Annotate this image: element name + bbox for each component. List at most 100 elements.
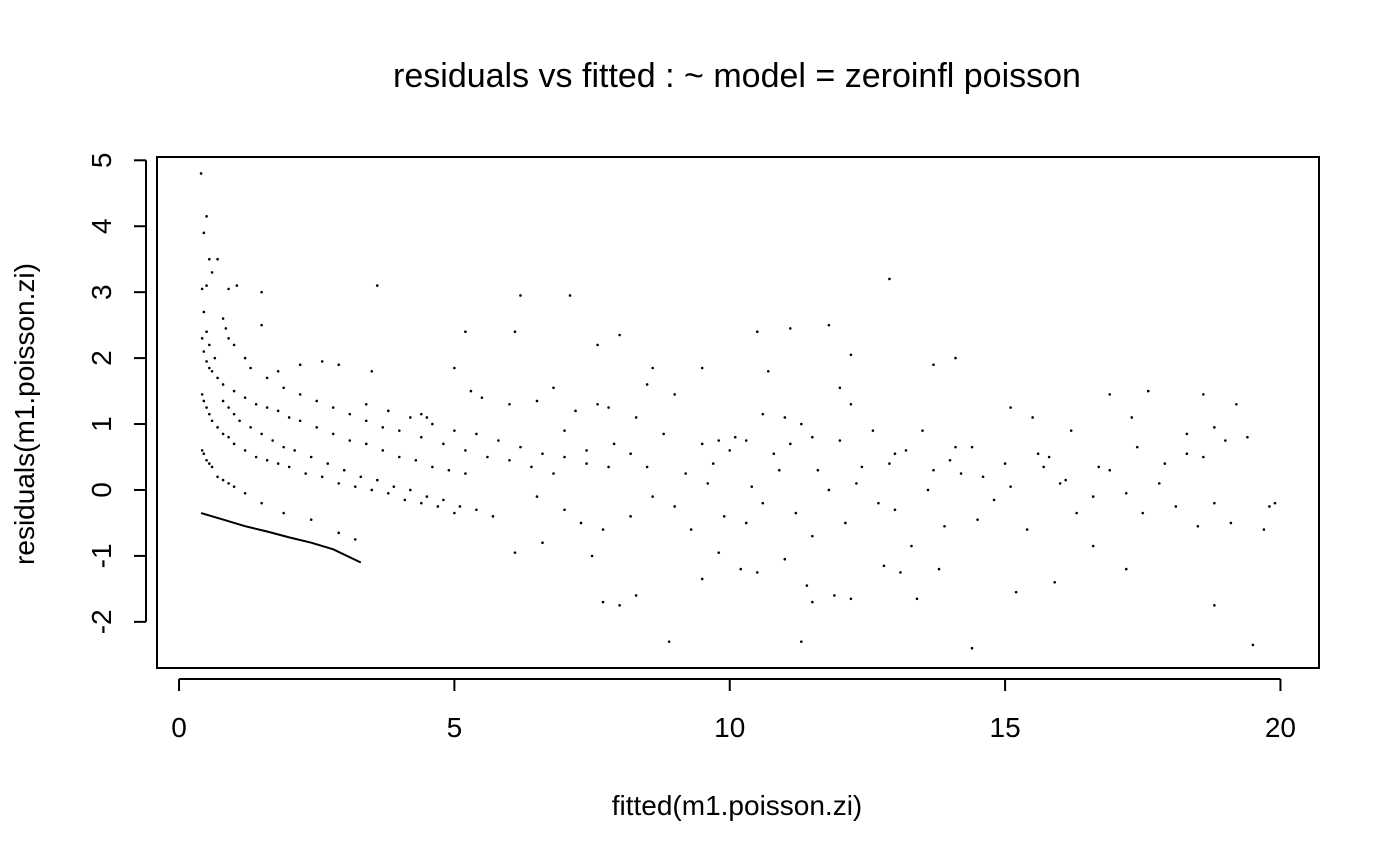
data-point	[464, 472, 467, 475]
data-point	[596, 402, 599, 406]
data-point	[436, 505, 440, 508]
data-point	[202, 231, 206, 235]
data-point	[926, 488, 930, 492]
data-point	[634, 416, 638, 419]
data-point	[849, 402, 853, 406]
data-point	[320, 360, 324, 363]
data-point	[353, 485, 357, 488]
data-point	[882, 564, 886, 568]
data-point	[915, 597, 919, 601]
data-point	[370, 369, 374, 373]
data-point	[221, 399, 225, 403]
data-point	[1141, 511, 1145, 515]
data-point	[271, 439, 274, 442]
data-point	[409, 488, 412, 492]
data-point	[535, 399, 539, 403]
data-point	[811, 534, 814, 538]
data-point	[700, 442, 704, 446]
plot-frame	[156, 156, 1320, 669]
data-point	[381, 426, 385, 429]
data-point	[425, 416, 429, 419]
data-point	[954, 356, 957, 360]
data-point	[568, 294, 572, 297]
data-point	[420, 412, 423, 416]
data-point	[970, 445, 974, 449]
data-point	[304, 472, 307, 475]
data-point	[1091, 495, 1095, 498]
y-tick-label: -2	[86, 609, 117, 634]
data-point	[722, 515, 726, 518]
data-point	[601, 528, 605, 531]
data-point	[943, 524, 946, 528]
data-point	[761, 501, 765, 505]
data-point	[838, 439, 842, 442]
data-point	[893, 452, 897, 456]
x-tick-label: 5	[447, 712, 463, 743]
data-point	[1251, 643, 1255, 647]
data-point	[948, 459, 952, 462]
data-point	[224, 327, 228, 330]
data-point	[954, 445, 957, 449]
data-point	[1124, 491, 1128, 495]
data-point	[210, 465, 214, 469]
y-axis: -2 -1 0 1 2 3 4 5	[86, 153, 147, 634]
data-point	[1229, 521, 1233, 525]
data-point	[717, 439, 721, 442]
data-point	[276, 462, 280, 465]
data-point	[265, 459, 269, 462]
data-point	[689, 528, 693, 531]
data-point	[442, 498, 445, 502]
data-point	[1009, 406, 1012, 409]
data-point	[585, 462, 588, 465]
data-point	[398, 455, 401, 459]
y-tick-label: -1	[86, 543, 117, 568]
data-point	[1273, 501, 1277, 505]
data-point	[200, 449, 204, 452]
chart-title: residuals vs fitted : ~ model = zeroinfl…	[393, 57, 1081, 95]
data-point	[208, 462, 211, 465]
data-point	[232, 389, 236, 393]
data-point	[717, 551, 721, 554]
data-point	[904, 449, 908, 452]
data-point	[618, 604, 621, 607]
data-point	[910, 544, 913, 548]
data-point	[409, 416, 412, 419]
data-point	[535, 495, 539, 498]
data-point	[552, 386, 555, 390]
data-point	[216, 426, 219, 429]
data-point	[221, 432, 225, 436]
data-point	[208, 366, 211, 370]
data-point	[612, 442, 616, 446]
data-point	[629, 452, 632, 456]
data-point	[827, 488, 831, 492]
data-point	[574, 409, 577, 413]
data-point	[392, 485, 396, 488]
data-point	[420, 435, 423, 439]
data-point	[970, 646, 974, 650]
data-point	[260, 323, 263, 327]
data-point	[249, 366, 252, 370]
data-point	[260, 290, 263, 294]
data-point	[893, 508, 897, 512]
data-point	[282, 386, 285, 390]
data-point	[833, 594, 836, 597]
y-tick-label: 2	[86, 350, 117, 366]
data-point	[1157, 482, 1161, 485]
data-point	[1185, 432, 1189, 436]
data-point	[232, 485, 236, 488]
data-point	[293, 449, 296, 452]
data-point	[431, 465, 434, 469]
data-point	[464, 449, 467, 452]
data-point	[243, 449, 247, 452]
data-point	[216, 257, 219, 261]
data-point	[442, 442, 445, 446]
data-point	[728, 449, 732, 452]
data-point	[475, 508, 478, 512]
data-point	[1185, 452, 1189, 456]
data-point	[811, 600, 814, 604]
data-point	[364, 402, 368, 406]
data-point	[309, 518, 313, 521]
data-point	[205, 459, 208, 462]
data-point	[733, 435, 737, 439]
